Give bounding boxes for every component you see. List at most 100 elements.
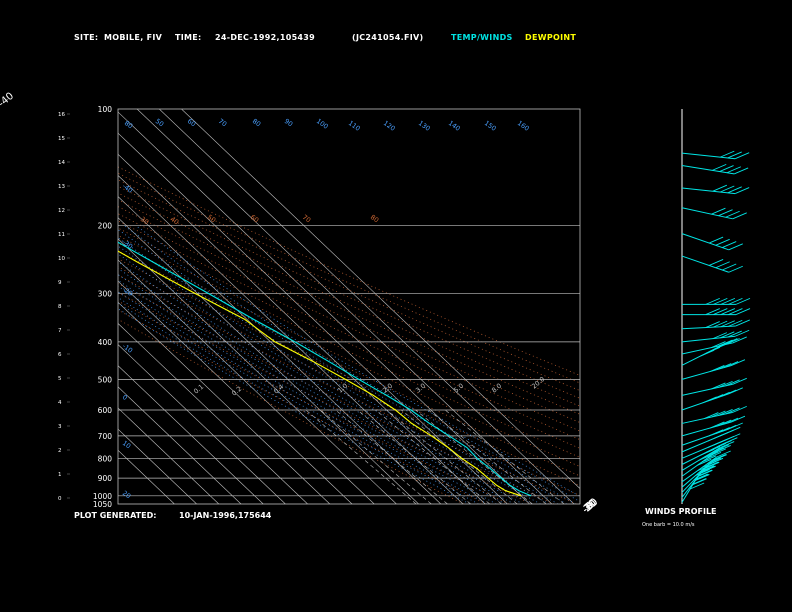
- moist-adiabat-label: 50: [206, 213, 217, 224]
- dry-adiabat-label: 110: [347, 119, 362, 133]
- isotherm-line: [181, 109, 580, 489]
- pressure-tick-label: 100: [98, 105, 113, 114]
- mixing-ratio-label: 0.4: [272, 383, 285, 396]
- moist-adiabat-label: 0: [121, 393, 129, 402]
- wind-barb: [681, 433, 741, 459]
- moist-adiabat-line: [118, 253, 550, 504]
- dry-adiabat-label: 120: [382, 119, 397, 133]
- mixing-ratio-line: [320, 409, 432, 504]
- dry-adiabat-label: 80: [123, 119, 134, 130]
- wind-barb: [681, 450, 731, 483]
- mixing-ratio-label: 1.0: [336, 382, 349, 395]
- height-tick-label: 16: [58, 112, 65, 118]
- moist-adiabat-line: [123, 225, 580, 503]
- legend-dewpoint: DEWPOINT: [525, 33, 577, 42]
- dry-adiabat-line: [118, 283, 555, 504]
- pressure-tick-label: 700: [98, 432, 113, 441]
- wind-barb: [681, 207, 747, 220]
- height-tick-label: 3: [58, 424, 62, 430]
- dry-adiabat-line: [118, 213, 580, 432]
- plot-generated-label: PLOT GENERATED:: [74, 511, 157, 520]
- pressure-tick-label: 300: [98, 290, 113, 299]
- wind-barb: [681, 405, 747, 424]
- height-tick-label: 9: [58, 280, 62, 286]
- isotherm-line: [118, 428, 197, 504]
- time-value: 24-DEC-1992,105439: [215, 33, 316, 42]
- height-tick-label: 10: [58, 256, 65, 262]
- isotherm-line: [118, 407, 220, 504]
- barb-note: One barb = 10.0 m/s: [642, 522, 695, 528]
- dry-adiabat-line: [118, 235, 580, 458]
- dry-adiabat-label: 100: [315, 117, 330, 131]
- moist-adiabat-label: -10: [121, 342, 134, 355]
- wind-barb: [681, 255, 743, 273]
- moist-adiabat-line: [118, 229, 576, 504]
- site-value: MOBILE, FIV: [104, 33, 163, 42]
- wind-barb: [681, 233, 743, 251]
- wind-barb: [682, 308, 751, 316]
- pressure-tick-label: 1050: [93, 500, 112, 509]
- temperature-trace: [118, 241, 532, 497]
- dry-adiabat-label: 140: [447, 119, 462, 133]
- isotherm-line: [118, 365, 264, 504]
- moist-adiabat-label: 40: [169, 215, 180, 226]
- height-tick-label: 4: [58, 400, 62, 406]
- dry-adiabat-label: 150: [483, 119, 498, 133]
- winds-profile-label: WINDS PROFILE: [645, 507, 717, 516]
- moist-adiabat-line: [118, 268, 532, 504]
- dry-adiabat-label: 160: [516, 119, 531, 133]
- legend-temp-winds: TEMP/WINDS: [451, 33, 513, 42]
- isotherm-line: [118, 174, 464, 504]
- moist-adiabat-line: [118, 302, 479, 504]
- dry-adiabat-label: 130: [417, 119, 432, 133]
- plot-generated-value: 10-JAN-1996,175644: [179, 511, 272, 520]
- moist-adiabat-label: 60: [249, 213, 260, 224]
- wind-barb: [681, 426, 741, 453]
- plot-frame: [117, 108, 581, 505]
- isotherm-line: [118, 153, 486, 504]
- pressure-tick-label: 1000: [93, 492, 112, 501]
- dry-adiabat-label: 80: [251, 117, 262, 128]
- dry-adiabat-line: [118, 291, 532, 504]
- pressure-tick-label: 500: [98, 375, 113, 384]
- height-tick-label: 12: [58, 208, 65, 214]
- moist-adiabat-label: 20: [121, 489, 132, 500]
- dry-adiabat-line: [118, 242, 580, 467]
- wind-barb: [681, 437, 738, 465]
- isotherm-line: [118, 344, 286, 504]
- dry-adiabat-line: [118, 199, 580, 415]
- mixing-ratio-line: [357, 409, 471, 504]
- mixing-ratio-line: [445, 409, 565, 504]
- wind-barb: [681, 184, 750, 195]
- isotherm-line: [118, 301, 331, 504]
- mixing-ratio-line: [305, 409, 417, 504]
- mixing-ratio-line: [386, 409, 502, 504]
- wind-barb: [681, 319, 750, 330]
- moist-adiabat-line: [118, 261, 541, 504]
- wind-barb: [681, 336, 747, 355]
- moist-adiabat-line: [118, 308, 470, 504]
- pressure-tick-label: 800: [98, 454, 113, 463]
- isotherm-line: [118, 238, 397, 504]
- dry-adiabat-line: [118, 227, 580, 449]
- dry-adiabat-line: [118, 172, 580, 384]
- wind-barb: [682, 297, 751, 305]
- mixing-ratio-line: [335, 409, 448, 504]
- isotherm-line: [118, 217, 419, 504]
- wind-barb: [681, 387, 743, 411]
- wind-barb: [681, 329, 750, 343]
- mixing-ratio-label: 8.0: [490, 382, 503, 395]
- moist-adiabat-label: -40: [121, 182, 134, 195]
- dry-adiabat-line: [118, 300, 509, 504]
- isotherm-line: [136, 109, 553, 504]
- dry-adiabat-label: 70: [217, 117, 228, 128]
- height-tick-label: 15: [58, 136, 65, 142]
- moist-adiabat-line: [118, 245, 559, 504]
- wind-barb: [681, 359, 746, 380]
- wind-barb: [681, 377, 747, 396]
- moist-adiabat-label: 10: [121, 439, 132, 450]
- pressure-tick-label: 400: [98, 338, 113, 347]
- dry-adiabat-label: 90: [283, 117, 294, 128]
- file-value: (JC241054.FIV): [352, 33, 424, 42]
- moist-adiabat-line: [135, 225, 580, 497]
